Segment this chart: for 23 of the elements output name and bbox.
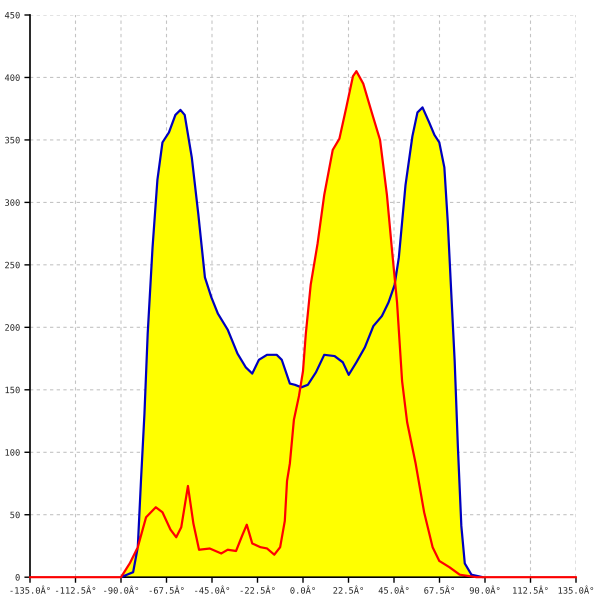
y-tick-label: 50	[10, 512, 20, 518]
y-tick-label: 0	[16, 574, 20, 581]
y-tick-label: 150	[6, 386, 20, 394]
x-tick-label: 135.0Â°	[558, 586, 594, 594]
x-tick-label: -135.0Â°	[10, 586, 50, 594]
x-tick-label: -67.5Â°	[150, 586, 184, 594]
y-tick-label: 100	[6, 449, 20, 456]
x-tick-label: 90.0Â°	[470, 586, 500, 594]
x-tick-label: 45.0Â°	[378, 586, 409, 594]
x-tick-label: -90.0Â°	[104, 586, 138, 594]
y-tick-label: 200	[5, 324, 20, 331]
y-tick-label: 250	[5, 262, 20, 268]
x-tick-label: 67.5Â°	[424, 586, 454, 594]
x-tick-label: 112.5Â°	[513, 586, 548, 594]
y-tick-label: 400	[4, 74, 20, 81]
x-tick-label: -45.0Â°	[195, 586, 230, 594]
x-tick-label: -22.5Â°	[240, 586, 275, 594]
y-tick-label: 300	[5, 199, 20, 206]
x-tick-label: 0.0Â°	[290, 586, 315, 594]
y-tick-label: 350	[5, 136, 20, 144]
x-tick-label: 22.5Â°	[333, 586, 364, 594]
y-tick-label: 450	[4, 12, 20, 18]
x-tick-label: -112.5Â°	[56, 586, 96, 594]
